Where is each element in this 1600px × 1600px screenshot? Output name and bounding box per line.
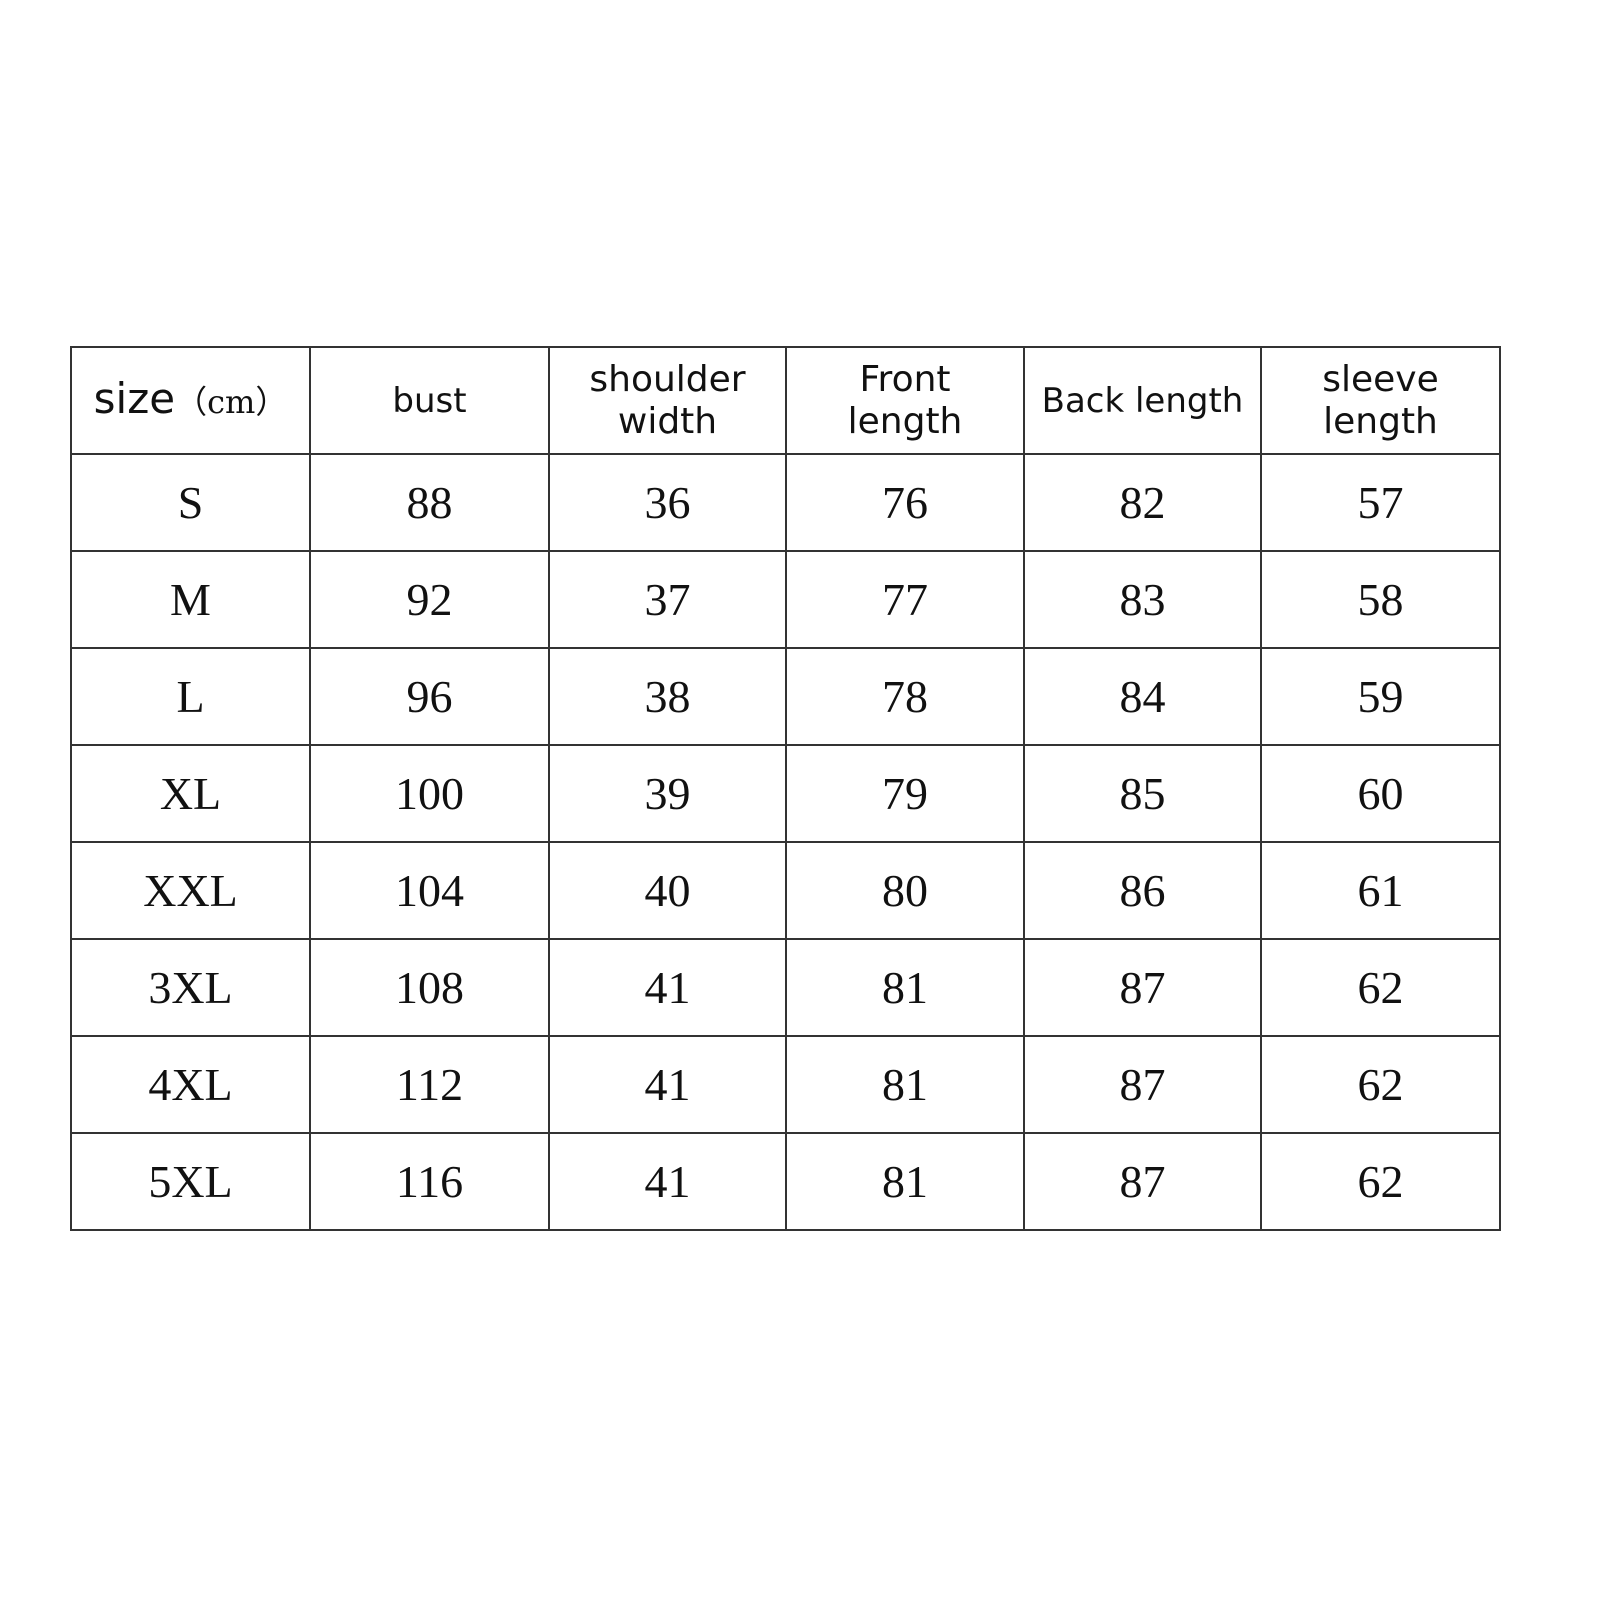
table-cell: M xyxy=(70,550,311,649)
table-cell: 38 xyxy=(548,647,787,746)
header-line: length xyxy=(1323,400,1438,442)
table-cell: 92 xyxy=(309,550,550,649)
table-cell: 88 xyxy=(309,453,550,552)
table-cell: XL xyxy=(70,744,311,843)
table-cell: 3XL xyxy=(70,938,311,1037)
header-line: shoulder xyxy=(589,358,746,400)
table-cell: 39 xyxy=(548,744,787,843)
table-cell: 41 xyxy=(548,1035,787,1134)
table-cell: 77 xyxy=(785,550,1025,649)
table-cell: XXL xyxy=(70,841,311,940)
table-cell: 104 xyxy=(309,841,550,940)
table-cell: 108 xyxy=(309,938,550,1037)
table-row: M 92 37 77 83 58 xyxy=(70,550,1501,649)
table-cell: 80 xyxy=(785,841,1025,940)
table-cell: 84 xyxy=(1023,647,1262,746)
size-chart-table: size（cm） bust shoulder width Front length … xyxy=(70,346,1501,1231)
table-cell: 79 xyxy=(785,744,1025,843)
table-cell: 85 xyxy=(1023,744,1262,843)
table-cell: 62 xyxy=(1260,1035,1501,1134)
table-cell: L xyxy=(70,647,311,746)
table-cell: 87 xyxy=(1023,1132,1262,1231)
table-cell: 83 xyxy=(1023,550,1262,649)
header-size-label: size xyxy=(93,374,176,423)
header-size-unit: （cm） xyxy=(175,383,288,421)
table-row: 4XL 112 41 81 87 62 xyxy=(70,1035,1501,1134)
table-cell: 58 xyxy=(1260,550,1501,649)
table-cell: 82 xyxy=(1023,453,1262,552)
table-cell: 4XL xyxy=(70,1035,311,1134)
table-cell: 62 xyxy=(1260,938,1501,1037)
table-cell: 62 xyxy=(1260,1132,1501,1231)
table-cell: 41 xyxy=(548,938,787,1037)
table-cell: 81 xyxy=(785,1035,1025,1134)
table-cell: 59 xyxy=(1260,647,1501,746)
table-cell: 57 xyxy=(1260,453,1501,552)
table-row: XL 100 39 79 85 60 xyxy=(70,744,1501,843)
table-cell: 36 xyxy=(548,453,787,552)
table-cell: S xyxy=(70,453,311,552)
header-line: width xyxy=(617,400,718,442)
table-row: S 88 36 76 82 57 xyxy=(70,453,1501,552)
header-front-length: Front length xyxy=(785,346,1025,455)
header-back-length: Back length xyxy=(1023,346,1262,455)
table-cell: 100 xyxy=(309,744,550,843)
table-cell: 61 xyxy=(1260,841,1501,940)
table-cell: 78 xyxy=(785,647,1025,746)
table-cell: 86 xyxy=(1023,841,1262,940)
table-cell: 96 xyxy=(309,647,550,746)
table-body: S 88 36 76 82 57 M 92 37 77 83 58 L 96 38 78 84 59 XL 100 39… xyxy=(70,453,1501,1231)
table-cell: 60 xyxy=(1260,744,1501,843)
table-row: 3XL 108 41 81 87 62 xyxy=(70,938,1501,1037)
table-cell: 81 xyxy=(785,938,1025,1037)
header-shoulder-width: shoulder width xyxy=(548,346,787,455)
table-cell: 116 xyxy=(309,1132,550,1231)
table-cell: 5XL xyxy=(70,1132,311,1231)
header-line: sleeve xyxy=(1322,358,1439,400)
table-row: L 96 38 78 84 59 xyxy=(70,647,1501,746)
header-line: Front xyxy=(859,358,951,400)
header-sleeve-length: sleeve length xyxy=(1260,346,1501,455)
table-cell: 112 xyxy=(309,1035,550,1134)
table-cell: 87 xyxy=(1023,938,1262,1037)
table-cell: 41 xyxy=(548,1132,787,1231)
header-bust: bust xyxy=(309,346,550,455)
table-cell: 40 xyxy=(548,841,787,940)
table-cell: 87 xyxy=(1023,1035,1262,1134)
table-cell: 81 xyxy=(785,1132,1025,1231)
table-cell: 37 xyxy=(548,550,787,649)
header-size: size（cm） xyxy=(70,346,311,455)
table-cell: 76 xyxy=(785,453,1025,552)
table-row: XXL 104 40 80 86 61 xyxy=(70,841,1501,940)
table-row: 5XL 116 41 81 87 62 xyxy=(70,1132,1501,1231)
header-row: size（cm） bust shoulder width Front length … xyxy=(70,346,1501,455)
header-line: length xyxy=(847,400,963,442)
